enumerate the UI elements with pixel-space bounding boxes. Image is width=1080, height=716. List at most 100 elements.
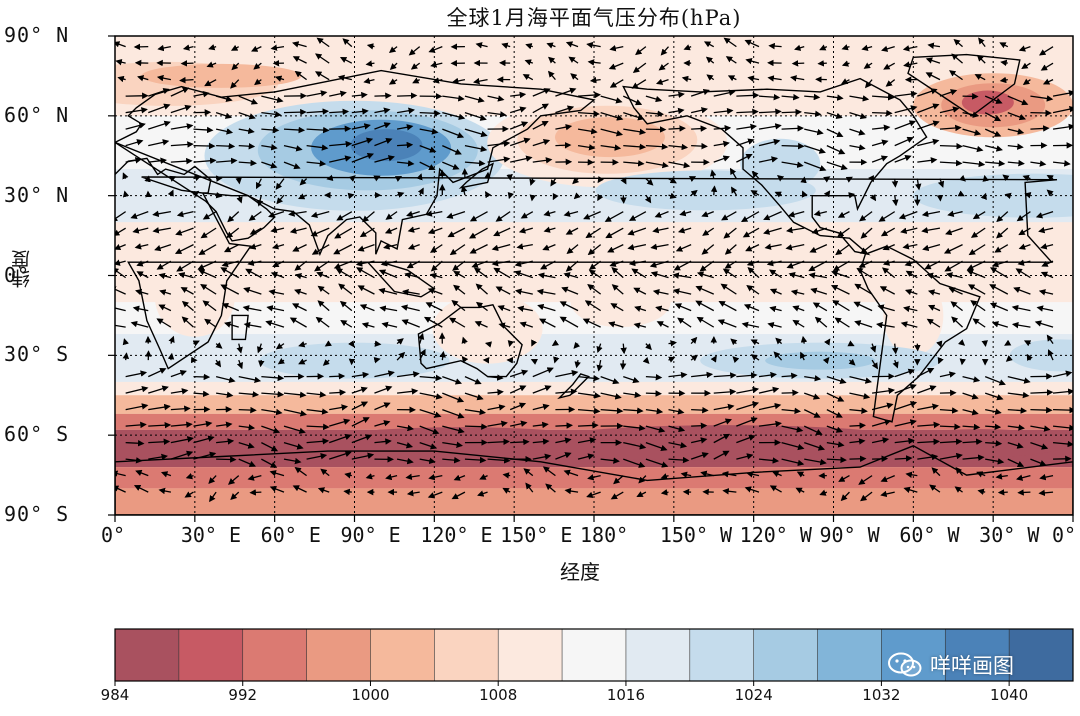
wind-arrow <box>419 145 437 153</box>
wind-arrow <box>148 403 171 411</box>
wind-arrow <box>758 93 781 101</box>
wind-arrow <box>464 128 488 138</box>
wind-arrow <box>329 372 346 380</box>
wind-arrow <box>781 93 800 101</box>
wind-arrow <box>396 457 414 465</box>
wind-arrow <box>959 358 966 366</box>
wind-arrow <box>695 285 715 295</box>
wind-arrow <box>577 392 601 399</box>
wind-arrow <box>283 126 306 134</box>
wind-arrow <box>555 388 578 395</box>
wind-arrow <box>524 59 534 66</box>
wind-arrow <box>885 79 896 87</box>
australia-coastline <box>417 304 523 378</box>
wind-arrow <box>510 91 527 99</box>
wind-arrow <box>442 392 465 403</box>
wind-arrow <box>238 424 256 431</box>
wind-arrow <box>1002 174 1010 182</box>
wind-arrow <box>193 435 215 444</box>
wind-arrow <box>197 260 217 270</box>
wind-vector-layer <box>115 37 1073 503</box>
wind-arrow <box>474 321 488 328</box>
wind-arrow <box>175 227 194 236</box>
wind-arrow <box>228 475 240 485</box>
map-title: 全球1月海平面气压分布(hPa) <box>446 6 742 30</box>
wind-arrow <box>448 317 466 328</box>
wind-arrow <box>645 161 669 169</box>
wind-arrow <box>125 122 146 130</box>
wind-arrow <box>1052 105 1073 114</box>
wind-arrow <box>361 322 375 329</box>
wind-arrow <box>727 75 737 82</box>
wind-arrow <box>374 402 391 411</box>
wind-arrow <box>673 260 692 271</box>
wind-arrow <box>826 392 845 402</box>
wind-arrow <box>1007 375 1031 384</box>
wind-arrow <box>609 79 624 88</box>
wind-arrow <box>283 425 306 434</box>
wind-arrow <box>954 486 963 493</box>
wind-arrow <box>853 301 873 312</box>
wind-arrow <box>546 42 556 49</box>
wind-arrow <box>871 387 895 395</box>
colorbar-swatch <box>370 629 435 681</box>
wind-arrow <box>849 375 872 384</box>
wind-arrow <box>690 189 698 197</box>
wind-arrow <box>115 244 126 251</box>
wind-arrow <box>927 42 941 49</box>
wind-arrow <box>781 372 798 380</box>
wind-arrow <box>148 103 171 114</box>
wind-arrow <box>133 485 149 493</box>
wind-arrow <box>389 62 398 70</box>
wind-arrow <box>125 370 148 378</box>
wind-arrow <box>587 474 601 481</box>
wind-arrow <box>170 421 193 428</box>
wind-arrow <box>446 211 466 219</box>
colorbar-tick-label: 1016 <box>606 686 646 704</box>
wind-arrow <box>230 491 240 500</box>
wind-arrow <box>226 227 240 239</box>
wind-arrow <box>351 137 374 147</box>
wind-arrow <box>645 178 654 186</box>
wind-arrow <box>600 392 622 400</box>
wind-arrow <box>628 259 647 267</box>
wind-arrow <box>644 194 652 204</box>
wind-arrow <box>299 178 308 186</box>
wind-arrow <box>995 473 1008 480</box>
wind-arrow <box>683 44 692 51</box>
wind-arrow <box>548 56 556 64</box>
wind-arrow <box>706 74 715 81</box>
wind-arrow <box>880 227 896 237</box>
wind-arrow <box>452 260 466 271</box>
wind-arrow <box>514 260 533 268</box>
wind-arrow <box>970 300 986 312</box>
wind-arrow <box>215 375 236 384</box>
wind-arrow <box>610 303 624 312</box>
wind-arrow <box>283 408 307 417</box>
wind-arrow <box>335 268 353 279</box>
wind-arrow <box>363 77 375 84</box>
wind-arrow <box>1018 243 1031 250</box>
wind-arrow <box>261 390 285 398</box>
lat-tick-label: 60° S <box>4 422 70 447</box>
wind-arrow <box>551 339 560 347</box>
wind-arrow <box>578 422 599 429</box>
wind-arrow <box>568 56 579 64</box>
wind-arrow <box>709 169 717 179</box>
wind-arrow <box>374 122 391 130</box>
wind-arrow <box>645 442 668 452</box>
wind-arrow <box>430 244 443 253</box>
wind-arrow <box>740 211 760 223</box>
wind-arrow <box>381 321 398 329</box>
wind-arrow <box>261 408 283 416</box>
wind-arrow <box>397 141 414 149</box>
wind-arrow <box>491 259 511 267</box>
wind-arrow <box>623 128 647 135</box>
wind-arrow <box>730 338 738 346</box>
wind-arrow <box>423 316 443 328</box>
wind-arrow <box>905 471 918 478</box>
wind-arrow <box>224 321 239 328</box>
wind-arrow <box>283 441 304 450</box>
wind-arrow <box>925 57 941 64</box>
